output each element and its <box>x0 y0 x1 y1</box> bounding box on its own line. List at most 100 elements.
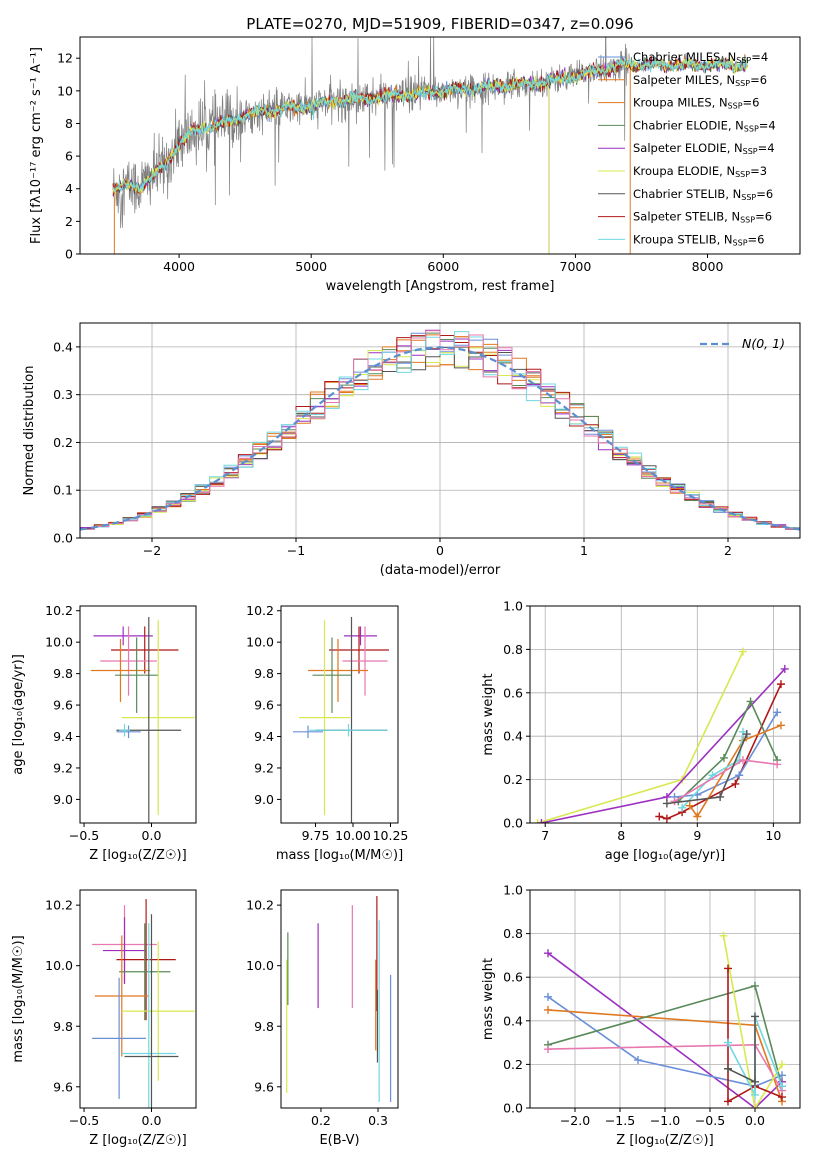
x-tick-label: −1.5 <box>605 1113 635 1128</box>
y-tick-label: 0.4 <box>53 339 73 354</box>
weight-marker <box>751 981 759 990</box>
errorbar-point <box>309 723 388 737</box>
errorbar-point <box>121 941 195 1081</box>
errorbar-point <box>90 639 151 702</box>
x-axis-label: Z [log₁₀(Z/Z☉)] <box>89 848 186 863</box>
weight-marker <box>773 760 782 769</box>
x-tick-label: 0 <box>436 543 444 558</box>
weight-series <box>674 697 782 806</box>
errorbar-point <box>344 626 377 646</box>
weight-series <box>685 721 785 821</box>
weight-marker <box>719 931 728 940</box>
x-tick-label: 0.0 <box>142 828 162 843</box>
x-tick-label: 0.0 <box>142 1113 162 1128</box>
weight-line <box>689 724 782 818</box>
x-tick-label: 5000 <box>295 259 327 274</box>
weight-marker <box>778 1082 786 1091</box>
x-tick-label: 8 <box>617 828 625 843</box>
x-axis-label: mass [log₁₀(M/M☉)] <box>276 848 403 863</box>
x-tick-label: 9.75 <box>302 828 330 843</box>
plot-area <box>533 647 789 823</box>
y-tick-label: 0.2 <box>53 435 73 450</box>
weight-marker <box>746 697 755 706</box>
x-tick-label: 6000 <box>427 259 459 274</box>
y-tick-label: 0.0 <box>503 1101 523 1116</box>
errorbar-point <box>116 899 176 1021</box>
x-tick-label: 0.2 <box>311 1113 331 1128</box>
plot-area <box>544 931 786 1108</box>
errorbar-point <box>119 923 171 1021</box>
errorbar-point <box>329 626 389 674</box>
axes-frame <box>79 889 197 1109</box>
weight-series <box>724 964 786 1106</box>
y-tick-label: 9.0 <box>53 792 73 807</box>
weight-series <box>655 680 785 823</box>
errorbar-point <box>312 637 352 713</box>
y-tick-label: 0.4 <box>503 729 523 744</box>
y-tick-label: 9.0 <box>254 792 274 807</box>
y-axis-label: Flux [fλ10⁻¹⁷ erg cm⁻² s⁻¹ A⁻¹] <box>29 47 44 244</box>
axes-frame <box>529 605 801 824</box>
y-tick-label: 9.6 <box>53 1079 73 1094</box>
legend-entry: Chabrier MILES, NSSP=4 <box>633 50 768 65</box>
y-tick-label: 9.8 <box>53 666 73 681</box>
model-spectrum <box>112 55 748 193</box>
weight-line <box>666 733 748 805</box>
chart-residuals: −2 −1 0 1 2 0.0 0.1 0.2 0.3 0.4 (data-model)/error… <box>22 322 801 578</box>
weight-marker <box>724 1038 732 1047</box>
errorbar-point <box>308 639 368 702</box>
axes-frame <box>280 889 399 1109</box>
y-tick-label: 10.0 <box>246 958 274 973</box>
weight-marker <box>773 708 782 717</box>
y-tick-label: 0.4 <box>503 1013 523 1028</box>
weight-marker <box>780 664 789 673</box>
weight-marker <box>670 797 679 806</box>
errorbar-point <box>111 626 179 674</box>
plot-area <box>286 896 392 1102</box>
y-tick-label: 9.6 <box>53 698 73 713</box>
y-tick-label: 10.2 <box>246 898 274 913</box>
y-tick-label: 0.0 <box>503 816 523 831</box>
y-tick-label: 0.6 <box>503 970 523 985</box>
y-tick-label: 9.8 <box>254 1019 274 1034</box>
x-axis-label: Z [log₁₀(Z/Z☉)] <box>89 1133 186 1148</box>
weight-series <box>537 664 789 823</box>
plot-area <box>92 899 195 1108</box>
y-axis-label: mass [log₁₀(M/M☉)] <box>11 935 26 1062</box>
weight-marker <box>778 1093 786 1102</box>
x-axis-label: (data-model)/error <box>380 563 501 578</box>
weight-marker <box>738 756 747 765</box>
weight-line <box>722 935 783 1108</box>
x-tick-label: 4000 <box>163 259 195 274</box>
x-tick-label: −2 <box>143 543 161 558</box>
weight-marker <box>655 812 664 821</box>
x-tick-label: 10 <box>765 828 781 843</box>
x-tick-label: 7 <box>541 828 549 843</box>
chart-age_vs_Z: −0.5 0.0 9.0 9.2 9.4 9.6 9.8 10.0 10.2 Z [log₁₀(Z… <box>11 603 197 863</box>
errorbar-point <box>92 977 147 1099</box>
y-tick-label: 0.2 <box>503 1057 523 1072</box>
weight-marker <box>662 799 671 808</box>
weight-line <box>674 711 778 798</box>
y-tick-label: 9.4 <box>53 729 73 744</box>
axes-frame <box>79 605 197 824</box>
y-tick-label: 1.0 <box>503 599 523 614</box>
weight-marker <box>776 680 785 689</box>
legend-entry: Salpeter STELIB, NSSP=6 <box>633 210 772 225</box>
y-axis-label: Normed distribution <box>22 366 37 496</box>
y-tick-label: 9.2 <box>254 760 274 775</box>
y-tick-label: 0 <box>65 247 73 262</box>
legend-entry: Salpeter ELODIE, NSSP=4 <box>633 141 775 156</box>
x-axis-label: E(B-V) <box>319 1133 359 1148</box>
x-axis-label: wavelength [Angstrom, rest frame] <box>326 279 555 294</box>
plot-area <box>80 329 800 531</box>
weight-line <box>677 699 778 802</box>
x-tick-label: 2 <box>724 543 732 558</box>
y-tick-label: 10.0 <box>246 635 274 650</box>
weight-marker <box>778 1060 786 1069</box>
weight-marker <box>685 801 694 810</box>
y-tick-label: 10.2 <box>45 603 73 618</box>
x-tick-label: 7000 <box>560 259 592 274</box>
errorbar-point <box>100 626 157 696</box>
weight-marker <box>634 1056 642 1065</box>
